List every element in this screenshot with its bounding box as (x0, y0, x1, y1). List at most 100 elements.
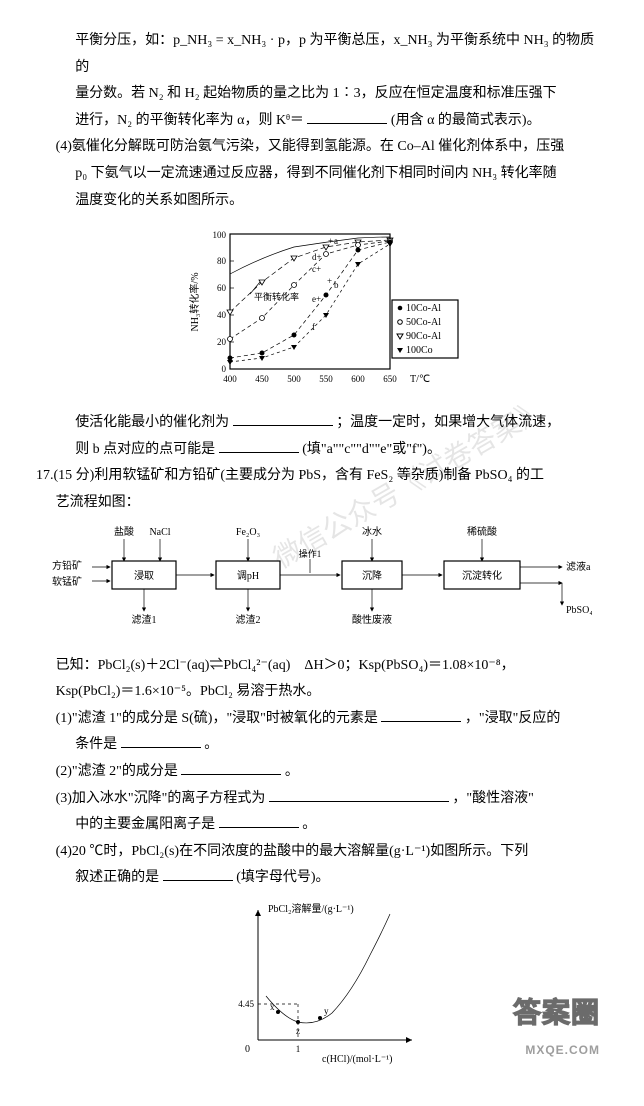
svg-text:方铅矿: 方铅矿 (52, 559, 82, 572)
blank-cond[interactable] (121, 733, 201, 748)
blank-cation[interactable] (219, 813, 299, 828)
blank-k[interactable] (307, 109, 387, 124)
flowchart: 盐酸 NaCl Fe₂O₃ 冰水 稀硫酸 方铅矿 软锰矿 浸取 调pH 沉降 沉… (36, 523, 608, 643)
s2-line: (2)"滤渣 2"的成分是 。 (56, 759, 608, 786)
svg-text:稀硫酸: 稀硫酸 (467, 525, 497, 538)
txt: (填"a""c""d""e"或"f")。 (302, 442, 441, 457)
svg-text:1: 1 (296, 1044, 301, 1054)
xlabel2: c(HCl)/(mol·L⁻¹) (322, 1054, 392, 1065)
svg-text:20: 20 (217, 337, 227, 347)
para-equilib-2: 量分数。若 N₂ 和 H₂ 起始物质的量之比为 1∶3，反应在恒定温度和标准压强… (75, 81, 608, 108)
svg-text:f: f (312, 322, 315, 332)
blank-letter[interactable] (163, 866, 233, 881)
txt: 中的主要金属阳离子是 (75, 817, 215, 832)
svg-text:10Co-Al: 10Co-Al (406, 303, 441, 314)
svg-text:80: 80 (217, 256, 227, 266)
txt: 。 (285, 764, 299, 779)
blank-residue2[interactable] (181, 760, 281, 775)
blank-point[interactable] (219, 438, 299, 453)
svg-text:酸性废液: 酸性废液 (352, 613, 392, 626)
txt: 。 (302, 817, 316, 832)
svg-text:z: z (296, 1026, 300, 1036)
chart-pbcl2: PbCl₂溶解量/(g·L⁻¹) c(HCl)/(mol·L⁻¹) 0 4.45… (36, 900, 608, 1070)
svg-text:y: y (324, 1006, 329, 1016)
para-equilib-1: 平衡分压，如：p_NH₃ = x_NH₃ · p，p 为平衡总压，x_NH₃ 为… (75, 28, 608, 81)
svg-text:50Co-Al: 50Co-Al (406, 317, 441, 328)
s1-line: (1)"滤渣 1"的成分是 S(硫)，"浸取"时被氧化的元素是 ，"浸取"反应的 (56, 706, 608, 733)
txt: 平衡分压，如：p_NH₃ = x_NH₃ · p，p 为平衡总压，x_NH₃ 为… (75, 33, 594, 75)
txt: 则 b 点对应的点可能是 (75, 442, 215, 457)
svg-text:500: 500 (287, 374, 301, 384)
txt: 量分数。若 N₂ 和 H₂ 起始物质的量之比为 1∶3，反应在恒定温度和标准压强… (75, 86, 556, 101)
svg-text:沉降: 沉降 (362, 569, 382, 582)
txt: 艺流程如图： (56, 495, 140, 510)
svg-text:0: 0 (222, 364, 227, 374)
ylabel2: PbCl₂溶解量/(g·L⁻¹) (268, 902, 354, 915)
svg-text:调pH: 调pH (237, 570, 259, 582)
s1-line2: 条件是 。 (75, 732, 608, 759)
txt: (1)"滤渣 1"的成分是 S(硫)，"浸取"时被氧化的元素是 (56, 711, 378, 726)
svg-text:e+: e+ (312, 294, 321, 304)
txt: 17.(15 分)利用软锰矿和方铅矿(主要成分为 PbS，含有 FeS₂ 等杂质… (36, 468, 544, 483)
txt: (用含 α 的最简式表示)。 (391, 113, 541, 128)
svg-text:100: 100 (213, 230, 227, 240)
svg-text:滤渣2: 滤渣2 (236, 613, 261, 626)
ylabel: NH₃转化率/% (188, 273, 201, 332)
svg-text:40: 40 (217, 310, 227, 320)
svg-text:+: + (327, 276, 332, 286)
svg-text:4.45: 4.45 (238, 999, 254, 1009)
svg-text:650: 650 (383, 374, 397, 384)
xlabel: T/℃ (410, 374, 430, 385)
chart-nh3: 0 20 40 60 80 100 400 450 500 550 600 65… (36, 222, 608, 402)
para-4-3: 温度变化的关系如图所示。 (75, 188, 608, 215)
svg-text:d+: d+ (312, 252, 322, 262)
s4-line: (4)20 ℃时，PbCl₂(s)在不同浓度的盐酸中的最大溶解量(g·L⁻¹)如… (56, 839, 608, 866)
svg-text:b: b (334, 280, 339, 290)
txt: p₀ 下氨气以一定流速通过反应器，得到不同催化剂下相同时间内 NH₃ 转化率随 (75, 166, 556, 181)
s3-line: (3)加入冰水"沉降"的离子方程式为 ，"酸性溶液" (56, 786, 608, 813)
svg-text:软锰矿: 软锰矿 (52, 575, 82, 588)
txt: 已知：PbCl₂(s)＋2Cl⁻(aq)⇌PbCl₄²⁻(aq) ΔH＞0；Ks… (56, 658, 515, 673)
blank-catalyst[interactable] (233, 411, 333, 426)
svg-text:450: 450 (255, 374, 269, 384)
svg-text:PbSO₄: PbSO₄ (566, 605, 592, 616)
svg-text:60: 60 (217, 283, 227, 293)
txt: ；温度一定时，如果增大气体流速， (336, 415, 560, 430)
blank-ioneq[interactable] (269, 787, 449, 802)
svg-text:+: + (328, 236, 333, 246)
txt: 叙述正确的是 (75, 870, 159, 885)
txt: 条件是 (75, 737, 117, 752)
para-5-1: 使活化能最小的催化剂为 ；温度一定时，如果增大气体流速， (75, 410, 608, 437)
svg-text:NaCl: NaCl (149, 527, 170, 538)
known-1: 已知：PbCl₂(s)＋2Cl⁻(aq)⇌PbCl₄²⁻(aq) ΔH＞0；Ks… (56, 653, 608, 680)
svg-text:浸取: 浸取 (134, 570, 154, 582)
s4-line2: 叙述正确的是 (填字母代号)。 (75, 865, 608, 892)
svg-text:400: 400 (223, 374, 237, 384)
svg-text:90Co-Al: 90Co-Al (406, 331, 441, 342)
svg-text:沉淀转化: 沉淀转化 (462, 569, 502, 582)
equil-label: 平衡转化率 (254, 291, 299, 302)
para-4-2: p₀ 下氨气以一定流速通过反应器，得到不同催化剂下相同时间内 NH₃ 转化率随 (75, 161, 608, 188)
txt: (2)"滤渣 2"的成分是 (56, 764, 178, 779)
txt: (3)加入冰水"沉降"的离子方程式为 (56, 791, 266, 806)
para-5-2: 则 b 点对应的点可能是 (填"a""c""d""e"或"f")。 (75, 437, 608, 464)
svg-text:x: x (270, 1002, 275, 1012)
svg-text:滤液a: 滤液a (566, 560, 591, 573)
blank-oxidized[interactable] (381, 707, 461, 722)
para-equilib-3: 进行，N₂ 的平衡转化率为 α，则 Kᶿ＝ (用含 α 的最简式表示)。 (75, 108, 608, 135)
svg-text:盐酸: 盐酸 (114, 525, 134, 538)
txt: 温度变化的关系如图所示。 (75, 193, 243, 208)
svg-text:c+: c+ (312, 264, 321, 274)
svg-text:0: 0 (245, 1044, 250, 1055)
svg-text:600: 600 (351, 374, 365, 384)
svg-text:滤渣1: 滤渣1 (132, 613, 157, 626)
svg-text:550: 550 (319, 374, 333, 384)
txt: ，"酸性溶液" (452, 791, 533, 806)
txt: ，"浸取"反应的 (465, 711, 560, 726)
svg-text:100Co: 100Co (406, 345, 433, 356)
txt: 使活化能最小的催化剂为 (75, 415, 229, 430)
txt: Ksp(PbCl₂)＝1.6×10⁻⁵。PbCl₂ 易溶于热水。 (56, 684, 321, 699)
svg-text:冰水: 冰水 (362, 525, 382, 538)
txt: 进行，N₂ 的平衡转化率为 α，则 Kᶿ＝ (75, 113, 304, 128)
txt: 。 (204, 737, 218, 752)
